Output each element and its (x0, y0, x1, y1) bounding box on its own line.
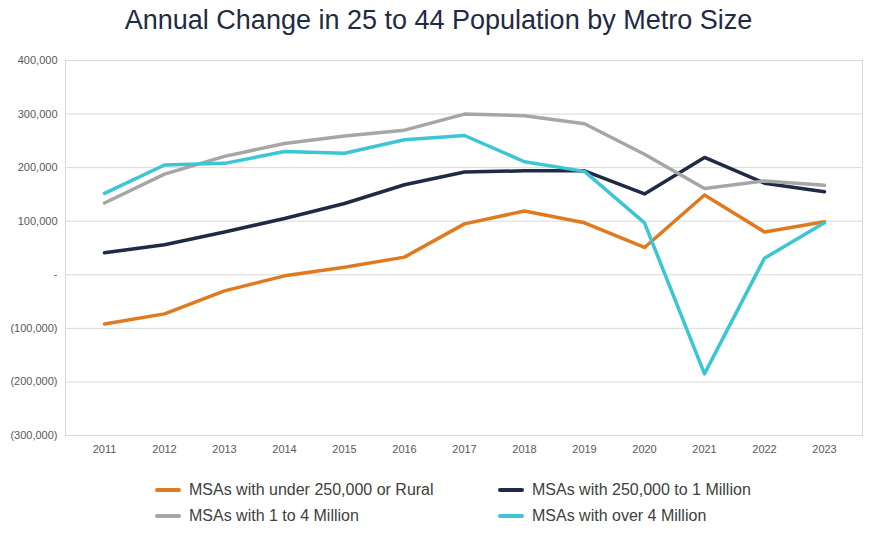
svg-text:2021: 2021 (692, 443, 716, 455)
svg-text:400,000: 400,000 (18, 54, 58, 66)
svg-text:2014: 2014 (272, 443, 296, 455)
svg-text:2022: 2022 (752, 443, 776, 455)
svg-text:300,000: 300,000 (18, 108, 58, 120)
svg-text:2018: 2018 (512, 443, 536, 455)
svg-text:2017: 2017 (452, 443, 476, 455)
svg-text:200,000: 200,000 (18, 161, 58, 173)
svg-text:(200,000): (200,000) (10, 375, 57, 387)
svg-text:(300,000): (300,000) (10, 429, 57, 441)
svg-text:2015: 2015 (332, 443, 356, 455)
svg-text:100,000: 100,000 (18, 215, 58, 227)
html-text:MSAs with over 4 Million: MSAs with over 4 Million (532, 507, 707, 524)
html-text:MSAs with 250,000 to 1 Million: MSAs with 250,000 to 1 Million (532, 481, 751, 498)
svg-text:2023: 2023 (812, 443, 836, 455)
svg-text:2013: 2013 (212, 443, 236, 455)
svg-text:2011: 2011 (93, 443, 117, 455)
html-text:Annual Change in 25 to 44 Popu: Annual Change in 25 to 44 Population by … (124, 5, 753, 35)
svg-text:(100,000): (100,000) (10, 322, 57, 334)
svg-text:2012: 2012 (152, 443, 176, 455)
svg-text:2016: 2016 (392, 443, 416, 455)
svg-text:-: - (54, 268, 58, 280)
html-text:MSAs with under 250,000 or Rur: MSAs with under 250,000 or Rural (189, 481, 434, 498)
svg-text:2020: 2020 (632, 443, 656, 455)
svg-text:2019: 2019 (572, 443, 596, 455)
html-text:MSAs with 1 to 4 Million: MSAs with 1 to 4 Million (189, 507, 359, 524)
